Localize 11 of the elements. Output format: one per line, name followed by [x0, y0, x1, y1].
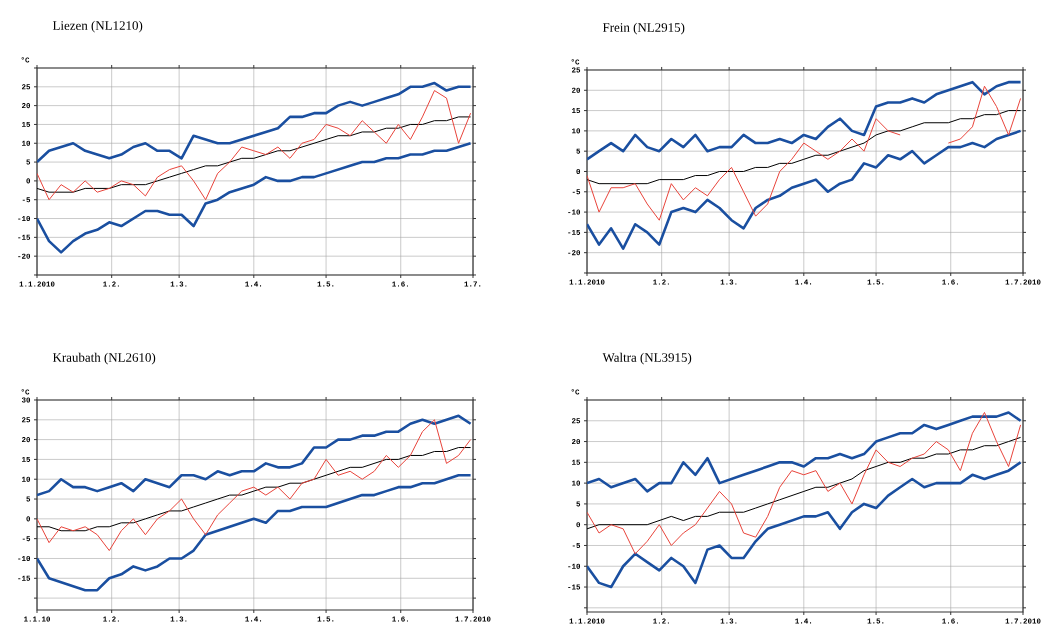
chart-title: Frein (NL2915)	[602, 22, 685, 35]
line-series	[37, 81, 472, 164]
line-series	[37, 419, 472, 552]
chart-title: Kraubath (NL2610)	[52, 352, 156, 365]
line-series	[587, 411, 1022, 555]
line-series	[37, 90, 472, 201]
line-series	[587, 80, 1022, 161]
chart-title: Liezen (NL1210)	[52, 20, 143, 33]
line-series	[587, 129, 1022, 250]
chart-title: Waltra (NL3915)	[602, 352, 692, 365]
line-series	[37, 414, 472, 497]
